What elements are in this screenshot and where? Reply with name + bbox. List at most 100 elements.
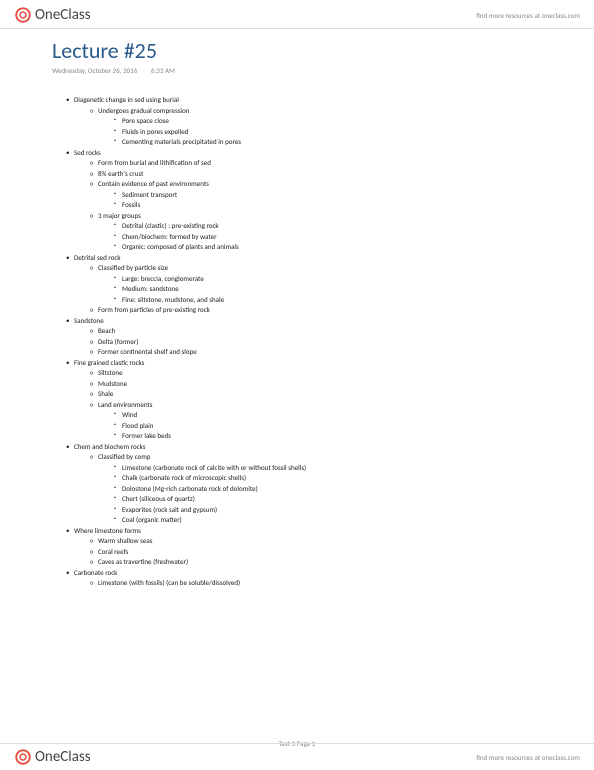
note-text: Sandstone [74, 316, 104, 325]
note-item: Classified by particle size Large: brecci… [90, 263, 542, 305]
note-text: Siltstone [98, 368, 123, 377]
note-item: Former lake beds [114, 431, 542, 442]
note-text: Large: breccia, conglomerate [122, 274, 204, 283]
note-text: Chert (siliceous of quartz) [122, 494, 195, 503]
brand-name: OneClass [35, 6, 91, 24]
note-item: Flood plain [114, 421, 542, 432]
note-text: Form from particles of pre-existing rock [98, 305, 210, 314]
note-text: Limestone (carbonate rock of calcite wit… [122, 463, 306, 472]
note-item: Detrital (clastic) : pre-existing rock [114, 221, 542, 232]
note-sublist: Warm shallow seas Coral reefsCaves as tra… [74, 536, 542, 568]
note-text: Dolostone (Mg-rich carbonate rock of dol… [122, 484, 258, 493]
note-item: Classified by comp Limestone (carbonate r… [90, 452, 542, 526]
note-item: Coal (organic matter) [114, 515, 542, 526]
note-sublist: Large: breccia, conglomerateMedium: sand… [98, 274, 542, 306]
note-item: Limestone (with fossils) (can be soluble… [90, 578, 542, 589]
lecture-time: 6:33 AM [151, 66, 175, 75]
note-text: Delta (former) [98, 337, 138, 346]
resources-link-top[interactable]: find more resources at oneclass.com [476, 11, 580, 20]
note-item: Warm shallow seas [90, 536, 542, 547]
note-text: Chem/biochem: formed by water [122, 232, 217, 241]
lecture-date: Wednesday, October 26, 2016 [52, 66, 137, 75]
note-text: Evaporites (rock salt and gypsum) [122, 505, 217, 514]
note-text: Beach [98, 326, 115, 335]
note-text: Caves as travertine (freshwater) [98, 557, 188, 566]
note-item: Siltstone [90, 368, 542, 379]
note-text: Contain evidence of past environments [98, 179, 209, 188]
note-item: Sediment transport [114, 190, 542, 201]
note-item: Former continental shelf and slope [90, 347, 542, 358]
note-text: Diagenetic change in sed using burial [74, 95, 179, 104]
note-item: Delta (former) [90, 337, 542, 348]
note-sublist: Beach Delta (former)Former continental sh… [74, 326, 542, 358]
note-text: 8% earth's crust [98, 169, 143, 178]
page-content: Lecture #25 Wednesday, October 26, 2016 … [0, 29, 594, 589]
note-sublist: Undergoes gradual compressionPore space … [74, 106, 542, 148]
note-item: Evaporites (rock salt and gypsum) [114, 505, 542, 516]
note-text: Classified by comp [98, 452, 150, 461]
note-item: Organic: composed of plants and animals [114, 242, 542, 253]
note-text: Classified by particle size [98, 263, 168, 272]
note-item: Carbonate rockLimestone (with fossils) (… [66, 568, 542, 589]
lecture-meta: Wednesday, October 26, 2016 6:33 AM [52, 66, 542, 75]
note-text: Fine: siltstone, mudstone, and shale [122, 295, 224, 304]
note-text: Pore space close [122, 116, 169, 125]
note-text: Fluids in pores expelled [122, 127, 188, 136]
note-item: Undergoes gradual compressionPore space … [90, 106, 542, 148]
note-item: Coral reefs [90, 547, 542, 558]
note-item: Medium: sandstone [114, 284, 542, 295]
note-text: Detrital (clastic) : pre-existing rock [122, 221, 219, 230]
note-text: Wind [122, 410, 137, 419]
brand-logo-footer[interactable]: OneClass [14, 748, 91, 766]
note-item: Fossils [114, 200, 542, 211]
note-sublist: Sediment transportFossils [98, 190, 542, 211]
note-text: Carbonate rock [74, 568, 117, 577]
note-item: Large: breccia, conglomerate [114, 274, 542, 285]
note-item: Contain evidence of past environments Sed… [90, 179, 542, 211]
note-text: Medium: sandstone [122, 284, 179, 293]
brand-name: OneClass [35, 748, 91, 766]
note-item: Form from particles of pre-existing rock [90, 305, 542, 316]
note-item: 8% earth's crust [90, 169, 542, 180]
note-text: Chem and biochem rocks [74, 442, 145, 451]
note-sublist: Wind Flood plainFormer lake beds [98, 410, 542, 442]
note-text: Undergoes gradual compression [98, 106, 189, 115]
lecture-title: Lecture #25 [52, 37, 542, 64]
note-item: Chalk (carbonate rock of microscopic she… [114, 473, 542, 484]
note-sublist: Detrital (clastic) : pre-existing rock Ch… [98, 221, 542, 253]
note-sublist: Pore space close Fluids in pores expelled… [98, 116, 542, 148]
note-item: Chem/biochem: formed by water [114, 232, 542, 243]
note-item: Shale [90, 389, 542, 400]
note-text: Former lake beds [122, 431, 171, 440]
note-sublist: Limestone (with fossils) (can be soluble… [74, 578, 542, 589]
note-item: SandstoneBeach Delta (former)Former conti… [66, 316, 542, 358]
note-text: Chalk (carbonate rock of microscopic she… [122, 473, 246, 482]
note-item: Wind [114, 410, 542, 421]
note-item: Diagenetic change in sed using burial Und… [66, 95, 542, 148]
note-text: Mudstone [98, 379, 127, 388]
note-item: Fine: siltstone, mudstone, and shale [114, 295, 542, 306]
note-text: Detrital sed rock [74, 253, 121, 262]
top-header: OneClass find more resources at oneclass… [0, 0, 594, 29]
note-text: Shale [98, 389, 113, 398]
note-text: Warm shallow seas [98, 536, 153, 545]
note-item: Pore space close [114, 116, 542, 127]
note-item: Chem and biochem rocksClassified by comp… [66, 442, 542, 526]
note-text: Former continental shelf and slope [98, 347, 197, 356]
note-text: 3 major groups [98, 211, 141, 220]
note-item: 3 major groupsDetrital (clastic) : pre-e… [90, 211, 542, 253]
note-text: Land environments [98, 400, 153, 409]
note-sublist: Classified by particle size Large: brecci… [74, 263, 542, 316]
note-item: Sed rocksForm from burial and lithificat… [66, 148, 542, 253]
note-sublist: Siltstone MudstoneShale Land environmentsW… [74, 368, 542, 442]
note-text: Sed rocks [74, 148, 101, 157]
bottom-footer: OneClass find more resources at oneclass… [0, 743, 594, 766]
oneclass-icon [14, 6, 32, 24]
note-text: Where limestone forms [74, 526, 141, 535]
brand-logo[interactable]: OneClass [14, 6, 91, 24]
resources-link-bottom[interactable]: find more resources at oneclass.com [476, 753, 580, 762]
note-sublist: Form from burial and lithification of se… [74, 158, 542, 253]
note-text: Sediment transport [122, 190, 177, 199]
notes-list: Diagenetic change in sed using burial Und… [52, 95, 542, 589]
note-text: Coral reefs [98, 547, 128, 556]
